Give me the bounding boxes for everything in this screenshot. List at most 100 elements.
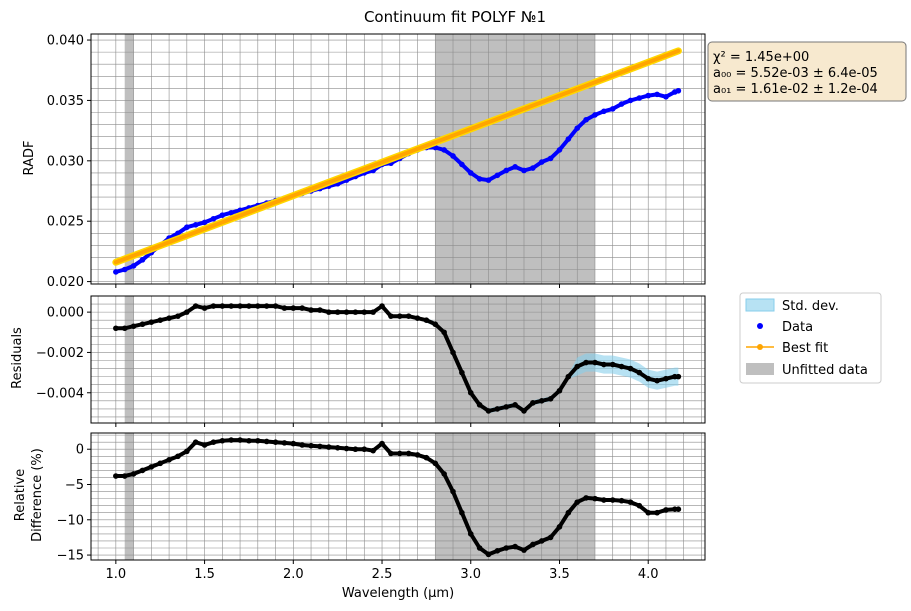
- bottom-data-point: [325, 444, 332, 450]
- top-frame: [90, 33, 706, 285]
- bottom-unfitted-region-1: [435, 433, 595, 560]
- middle-data-point: [601, 361, 607, 368]
- bottom-data-point: [370, 447, 376, 454]
- top-data-point: [192, 222, 199, 228]
- middle-data-point: [361, 309, 368, 315]
- bottom-data-point: [246, 437, 252, 444]
- top-data-point: [565, 136, 572, 142]
- bottom-data-point: [157, 460, 164, 467]
- fit-results-box-bg: [707, 41, 907, 102]
- middle-data-point: [113, 325, 119, 332]
- bottom-data-point: [255, 437, 261, 444]
- top-data-point: [663, 94, 669, 100]
- bottom-data-point: [361, 446, 368, 453]
- middle-unfitted-region-1: [435, 296, 595, 423]
- bottom-data-point: [379, 440, 385, 447]
- middle-y-tick-label: −0.002: [36, 346, 84, 361]
- bottom-data-point: [503, 545, 510, 551]
- middle-y-tick-label: −0.004: [36, 386, 84, 401]
- bottom-data-point: [521, 547, 527, 553]
- std-dev-band: [426, 317, 679, 414]
- bottom-data-point: [645, 509, 652, 516]
- bottom-data-point: [175, 453, 181, 460]
- bottom-grid: [91, 433, 705, 560]
- bottom-data-point: [192, 439, 199, 445]
- bottom-data-point: [654, 509, 660, 516]
- bottom-data-point: [663, 507, 669, 513]
- bottom-data-point: [201, 442, 208, 448]
- middle-data-point: [565, 373, 572, 380]
- top-y-tick-label: 0.020: [47, 275, 84, 290]
- middle-data-point: [130, 323, 137, 330]
- bottom-data-point: [308, 442, 314, 449]
- middle-data-point: [325, 309, 332, 315]
- middle-data-point: [121, 325, 128, 332]
- x-axis-label: Wavelength (μm): [342, 586, 454, 601]
- middle-data-point: [157, 317, 164, 323]
- middle-data-point: [574, 363, 581, 370]
- middle-data-point: [494, 406, 501, 412]
- panel-middle: 0.000 −0.002 −0.004: [36, 295, 706, 427]
- middle-data-point: [538, 398, 545, 404]
- middle-data-point: [609, 361, 616, 368]
- middle-data-point: [281, 305, 288, 311]
- middle-data-point: [308, 307, 314, 313]
- middle-data-point: [636, 369, 643, 376]
- middle-data-point: [370, 309, 376, 315]
- middle-data-point: [459, 369, 465, 376]
- middle-frame: [90, 295, 706, 424]
- middle-data-point: [148, 319, 155, 326]
- middle-data-point: [379, 303, 385, 309]
- legend-data-marker: [757, 323, 763, 329]
- middle-data-point: [201, 305, 208, 311]
- bottom-data-point: [512, 543, 518, 550]
- x-tick-label: 2.5: [372, 567, 393, 582]
- middle-data-point: [255, 303, 261, 309]
- top-data-point: [547, 155, 554, 162]
- top-data-point: [574, 125, 581, 132]
- bottom-data-point: [281, 440, 288, 446]
- middle-data-point: [592, 359, 598, 366]
- top-data-point: [139, 257, 146, 263]
- bottom-data-point: [675, 506, 682, 512]
- middle-data-point: [272, 303, 279, 309]
- legend-best-fit-label: Best fit: [782, 341, 828, 356]
- middle-series: [113, 303, 682, 414]
- bottom-data-point: [530, 541, 536, 548]
- bottom-data-point: [574, 499, 581, 505]
- legend-best-fit-marker: [757, 344, 763, 350]
- x-tick-label: 3.0: [460, 567, 481, 582]
- middle-data-point: [334, 309, 341, 315]
- x-tick-label: 1.0: [106, 567, 127, 582]
- middle-data-point: [388, 313, 394, 319]
- chart-title: Continuum fit POLYF №1: [364, 8, 546, 26]
- top-data-point: [476, 176, 483, 182]
- top-y-tick-label: 0.040: [47, 34, 84, 49]
- bottom-data-point: [388, 450, 394, 457]
- panel-top: 0.020 0.025 0.030 0.035 0.040: [47, 33, 706, 290]
- middle-data-point: [476, 402, 483, 408]
- bottom-series: [113, 437, 682, 558]
- top-unfitted-region-1: [435, 34, 595, 284]
- middle-data-point: [556, 387, 563, 394]
- middle-data-point: [317, 307, 323, 313]
- top-data-point: [609, 106, 616, 112]
- middle-data-point: [246, 303, 252, 309]
- x-tick-label: 2.0: [283, 567, 304, 582]
- top-data-point: [530, 165, 536, 171]
- top-data-point: [201, 219, 208, 226]
- bottom-data-point: [467, 531, 474, 537]
- bottom-data-point: [592, 495, 598, 502]
- middle-data-point: [405, 313, 412, 319]
- middle-data-point: [467, 389, 474, 396]
- y-axis-label-middle: Residuals: [10, 327, 25, 389]
- bottom-data-point: [166, 457, 172, 463]
- bottom-data-point: [228, 437, 234, 443]
- middle-data-point: [263, 303, 270, 309]
- top-data-point: [654, 91, 660, 98]
- middle-data-point: [503, 404, 510, 410]
- middle-data-point: [450, 349, 456, 356]
- bottom-data-point: [396, 450, 403, 457]
- top-data-point: [459, 161, 465, 168]
